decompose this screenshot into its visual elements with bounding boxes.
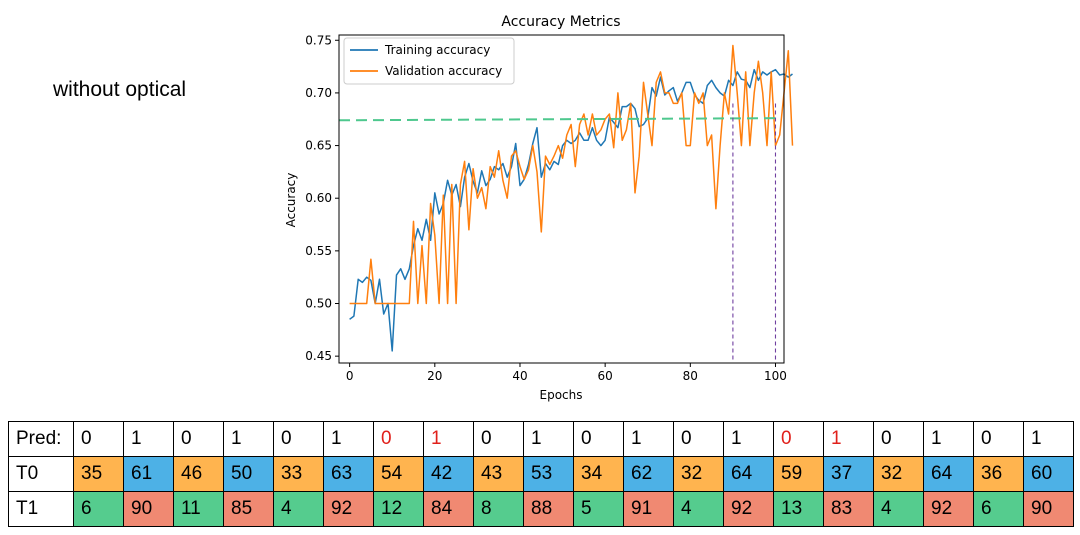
t1-row: T1 6 90 11 85 4 92 12 84 8 88 5 91 4 92 13 83 4 92 6 90	[8, 491, 1074, 527]
pred-cell: 0	[73, 421, 124, 457]
pred-cell: 1	[523, 421, 574, 457]
pred-cell: 1	[723, 421, 774, 457]
x-tick-label: 60	[598, 369, 613, 383]
score-cell: 84	[423, 491, 474, 527]
accuracy-chart: Accuracy Metrics 0 20 40 60 80 100 0.45 0.50 0.…	[284, 14, 794, 402]
score-cell: 34	[573, 456, 624, 492]
legend-label-validation: Validation accuracy	[385, 64, 502, 78]
t0-row: T0 35 61 46 50 33 63 54 42 43 53 34 62 32 64 59 37 32 64 36…	[8, 456, 1074, 492]
score-cell: 92	[723, 491, 774, 527]
score-cell: 54	[373, 456, 424, 492]
score-cell: 35	[73, 456, 124, 492]
prediction-table: Pred: 0 1 0 1 0 1 0 1 0 1 0 1 0 1 0 1 0 1 0 1 T0 35 61 46 50 33 63 5…	[8, 421, 1074, 527]
score-cell: 33	[273, 456, 324, 492]
x-tick-label: 80	[683, 369, 698, 383]
legend-label-training: Training accuracy	[384, 43, 490, 57]
score-cell: 91	[623, 491, 674, 527]
score-cell: 90	[1023, 491, 1074, 527]
plot-frame	[338, 34, 785, 364]
pred-cell: 0	[373, 421, 424, 457]
x-tick-label: 0	[346, 369, 354, 383]
score-cell: 64	[723, 456, 774, 492]
pred-cell: 1	[423, 421, 474, 457]
pred-cell: 0	[473, 421, 524, 457]
y-axis-label: Accuracy	[284, 173, 298, 228]
score-cell: 8	[473, 491, 524, 527]
row-label: Pred:	[8, 421, 74, 457]
y-tick-label: 0.45	[305, 349, 332, 363]
score-cell: 42	[423, 456, 474, 492]
score-cell: 37	[823, 456, 874, 492]
score-cell: 5	[573, 491, 624, 527]
pred-cell: 0	[573, 421, 624, 457]
x-tick-label: 40	[512, 369, 527, 383]
pred-cell: 1	[923, 421, 974, 457]
x-tick-label: 20	[427, 369, 442, 383]
score-cell: 12	[373, 491, 424, 527]
x-tick-label: 100	[764, 369, 787, 383]
chart-title: Accuracy Metrics	[501, 14, 620, 30]
pred-cell: 1	[623, 421, 674, 457]
y-tick-label: 0.60	[305, 191, 332, 205]
pred-cell: 1	[223, 421, 274, 457]
score-cell: 62	[623, 456, 674, 492]
score-cell: 6	[973, 491, 1024, 527]
y-tick-label: 0.75	[305, 33, 332, 47]
y-tick-label: 0.55	[305, 244, 332, 258]
pred-cell: 0	[673, 421, 724, 457]
pred-cell: 1	[823, 421, 874, 457]
score-cell: 50	[223, 456, 274, 492]
legend-box	[343, 37, 515, 85]
score-cell: 4	[673, 491, 724, 527]
pred-cell: 0	[873, 421, 924, 457]
score-cell: 6	[73, 491, 124, 527]
score-cell: 83	[823, 491, 874, 527]
score-cell: 92	[323, 491, 374, 527]
pred-cell: 0	[773, 421, 824, 457]
score-cell: 4	[873, 491, 924, 527]
pred-cell: 0	[973, 421, 1024, 457]
score-cell: 88	[523, 491, 574, 527]
legend: Training accuracy Validation accuracy	[343, 37, 515, 85]
score-cell: 36	[973, 456, 1024, 492]
validation-accuracy-line	[349, 44, 794, 305]
score-cell: 90	[123, 491, 174, 527]
score-cell: 4	[273, 491, 324, 527]
score-cell: 64	[923, 456, 974, 492]
side-label: without optical	[53, 78, 187, 101]
score-cell: 60	[1023, 456, 1074, 492]
pred-cell: 1	[123, 421, 174, 457]
score-cell: 32	[673, 456, 724, 492]
score-cell: 11	[173, 491, 224, 527]
score-cell: 61	[123, 456, 174, 492]
threshold-line	[338, 117, 776, 122]
score-cell: 13	[773, 491, 824, 527]
row-label: T0	[8, 456, 74, 492]
y-tick-label: 0.65	[305, 139, 332, 153]
pred-cell: 0	[173, 421, 224, 457]
score-cell: 92	[923, 491, 974, 527]
pred-row: Pred: 0 1 0 1 0 1 0 1 0 1 0 1 0 1 0 1 0 1 0 1	[8, 421, 1074, 457]
y-tick-label: 0.70	[305, 86, 332, 100]
x-axis-label: Epochs	[540, 388, 583, 402]
y-tick-label: 0.50	[305, 297, 332, 311]
score-cell: 32	[873, 456, 924, 492]
row-label: T1	[8, 491, 74, 527]
pred-cell: 0	[273, 421, 324, 457]
score-cell: 59	[773, 456, 824, 492]
score-cell: 85	[223, 491, 274, 527]
score-cell: 53	[523, 456, 574, 492]
pred-cell: 1	[323, 421, 374, 457]
score-cell: 43	[473, 456, 524, 492]
pred-cell: 1	[1023, 421, 1074, 457]
score-cell: 63	[323, 456, 374, 492]
score-cell: 46	[173, 456, 224, 492]
training-accuracy-line	[349, 68, 793, 352]
